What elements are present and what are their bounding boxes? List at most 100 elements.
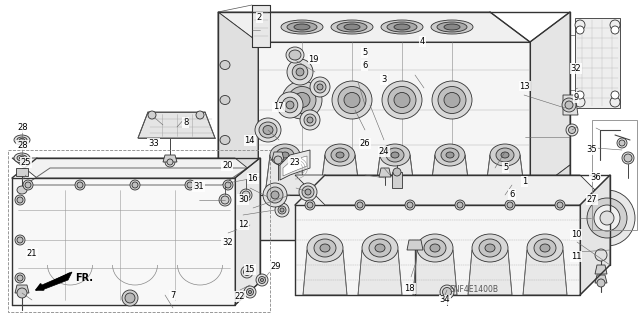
Ellipse shape [388,86,416,114]
Circle shape [271,191,279,199]
Circle shape [300,110,320,130]
Bar [592,120,637,230]
Ellipse shape [255,118,281,142]
Circle shape [624,154,632,162]
Circle shape [15,273,25,283]
Ellipse shape [362,234,398,262]
Ellipse shape [220,61,230,70]
Circle shape [225,182,231,188]
Text: 29: 29 [270,262,280,271]
Circle shape [505,200,515,210]
Ellipse shape [17,186,27,194]
Polygon shape [303,250,347,295]
Circle shape [317,84,323,90]
Ellipse shape [444,24,460,30]
Text: 23: 23 [289,158,300,167]
Circle shape [595,249,607,261]
Ellipse shape [338,86,366,114]
Polygon shape [358,250,402,295]
Polygon shape [295,205,580,295]
Polygon shape [413,250,457,295]
Text: 18: 18 [404,284,415,293]
Circle shape [148,111,156,119]
Circle shape [246,288,253,295]
Circle shape [282,97,298,113]
Ellipse shape [287,22,317,32]
Circle shape [587,198,627,238]
Text: 17: 17 [273,102,284,111]
Circle shape [130,180,140,190]
Circle shape [165,157,175,167]
Polygon shape [15,285,29,293]
Ellipse shape [387,22,417,32]
Ellipse shape [394,24,410,30]
Text: 8: 8 [183,118,188,127]
Text: 34: 34 [440,295,450,304]
Circle shape [597,279,605,287]
Ellipse shape [289,50,301,60]
Text: 22: 22 [235,292,245,301]
Polygon shape [218,12,258,195]
Polygon shape [523,250,567,295]
Ellipse shape [337,22,367,32]
Circle shape [240,189,252,201]
Circle shape [355,200,365,210]
Ellipse shape [344,93,360,108]
Ellipse shape [485,244,495,252]
Circle shape [77,182,83,188]
Circle shape [248,291,252,293]
Circle shape [307,117,313,123]
Circle shape [457,202,463,208]
Ellipse shape [381,20,423,34]
Ellipse shape [281,152,289,158]
Ellipse shape [344,24,360,30]
Ellipse shape [375,244,385,252]
Ellipse shape [14,153,30,163]
Circle shape [263,183,287,207]
Text: 13: 13 [520,82,530,91]
Text: 15: 15 [244,265,255,274]
Ellipse shape [432,81,472,119]
Ellipse shape [382,81,422,119]
Circle shape [17,197,23,203]
Text: FR.: FR. [75,273,93,283]
Polygon shape [12,178,235,305]
Ellipse shape [288,86,316,114]
Circle shape [241,266,253,278]
Ellipse shape [441,148,459,162]
Circle shape [576,91,584,99]
Circle shape [242,191,250,199]
Ellipse shape [472,234,508,262]
Text: 5: 5 [362,48,367,57]
Circle shape [132,182,138,188]
Text: 25: 25 [20,158,31,167]
Circle shape [407,202,413,208]
Text: 3: 3 [381,75,387,84]
Text: 33: 33 [148,139,159,148]
Circle shape [302,186,314,198]
Circle shape [296,68,304,76]
Ellipse shape [336,152,344,158]
Polygon shape [235,158,260,305]
Polygon shape [258,42,530,195]
Ellipse shape [437,22,467,32]
Circle shape [575,20,585,30]
Ellipse shape [386,148,404,162]
Text: 20: 20 [222,161,232,170]
Polygon shape [468,250,512,295]
Circle shape [260,278,264,281]
Polygon shape [379,168,391,177]
Ellipse shape [14,135,30,145]
Circle shape [274,156,282,164]
Circle shape [555,200,565,210]
Circle shape [314,81,326,93]
Ellipse shape [259,122,277,138]
Polygon shape [430,155,470,195]
Circle shape [455,200,465,210]
Circle shape [244,286,256,298]
Circle shape [568,127,575,133]
Circle shape [75,180,85,190]
Text: 11: 11 [571,252,581,261]
Ellipse shape [369,239,391,257]
Circle shape [223,180,233,190]
